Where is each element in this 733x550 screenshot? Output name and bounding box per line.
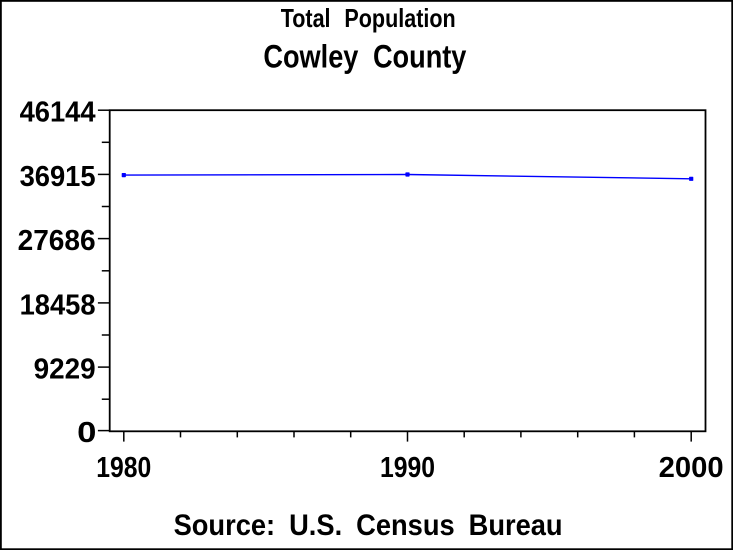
- svg-text:36915: 36915: [20, 161, 96, 193]
- svg-text:46144: 46144: [20, 97, 96, 129]
- svg-text:18458: 18458: [20, 289, 96, 321]
- svg-text:9229: 9229: [34, 354, 96, 386]
- svg-text:Cowley County: Cowley County: [263, 38, 466, 75]
- svg-text:1990: 1990: [380, 452, 435, 484]
- svg-text:Source: U.S. Census Bureau: Source: U.S. Census Bureau: [174, 509, 563, 542]
- svg-text:1980: 1980: [96, 452, 151, 484]
- svg-text:2000: 2000: [659, 452, 724, 484]
- svg-text:0: 0: [77, 417, 96, 449]
- svg-text:Total Population: Total Population: [281, 3, 456, 33]
- svg-text:27686: 27686: [18, 225, 96, 257]
